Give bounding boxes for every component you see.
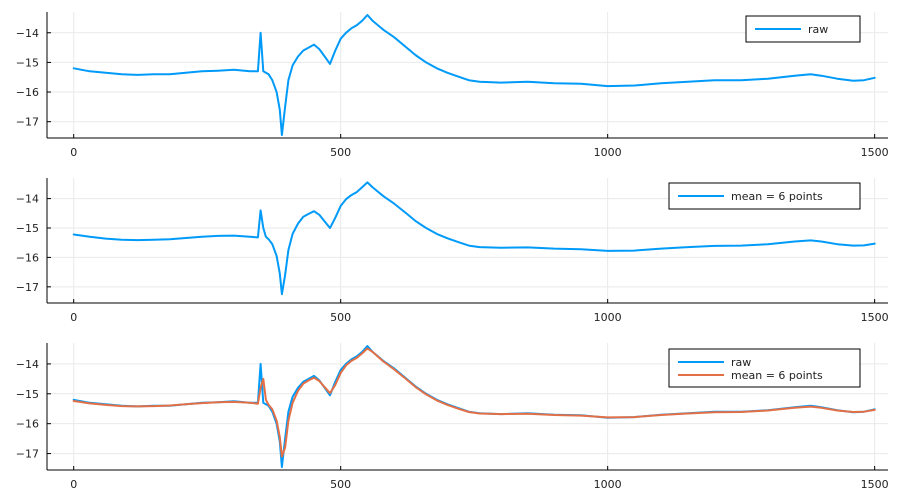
x-tick-label: 500 <box>330 311 351 324</box>
legend-label: mean = 6 points <box>731 190 823 203</box>
legend: raw <box>745 15 861 43</box>
legend: mean = 6 points <box>668 182 861 210</box>
subplot-1: 0 500 1000 1500 −17 −16 −15 −14 raw <box>16 12 889 159</box>
x-tick-label: 500 <box>330 146 351 159</box>
y-tick-label: −16 <box>16 418 39 431</box>
series-line-1 <box>72 181 876 296</box>
legend-label: mean = 6 points <box>731 369 823 382</box>
legend-label: raw <box>731 356 751 369</box>
legend-label: raw <box>808 23 828 36</box>
x-tick-label: 0 <box>70 146 77 159</box>
y-tick-label: −15 <box>16 56 39 69</box>
y-tick-label: −14 <box>16 193 39 206</box>
y-tick-label: −17 <box>16 281 39 294</box>
x-tick-label: 1500 <box>861 146 889 159</box>
x-tick-label: 1000 <box>594 146 622 159</box>
x-tick-label: 1500 <box>861 478 889 491</box>
subplot-2: 0 500 1000 1500 −17 −16 −15 −14 mean = 6 points <box>16 178 889 324</box>
x-tick-label: 1000 <box>594 478 622 491</box>
y-tick-label: −16 <box>16 251 39 264</box>
x-tick-label: 0 <box>70 478 77 491</box>
y-tick-label: −14 <box>16 27 39 40</box>
y-tick-label: −14 <box>16 358 39 371</box>
y-tick-label: −17 <box>16 116 39 129</box>
y-tick-label: −15 <box>16 222 39 235</box>
x-tick-label: 1000 <box>594 311 622 324</box>
x-tick-label: 500 <box>330 478 351 491</box>
x-tick-label: 1500 <box>861 311 889 324</box>
y-tick-label: −17 <box>16 448 39 461</box>
legend-box <box>668 348 861 388</box>
series-line-2 <box>72 347 876 458</box>
y-tick-label: −16 <box>16 86 39 99</box>
series-line-1 <box>72 14 876 136</box>
x-tick-label: 0 <box>70 311 77 324</box>
y-tick-label: −15 <box>16 388 39 401</box>
